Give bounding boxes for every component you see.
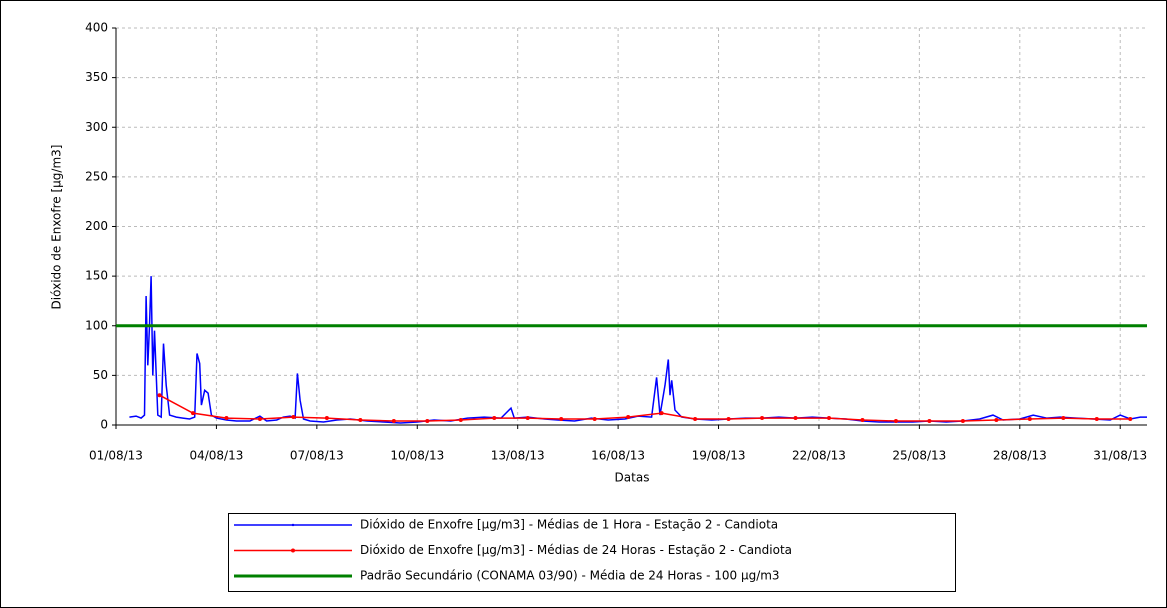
point xyxy=(257,417,262,422)
x-axis-label: Datas xyxy=(615,471,650,485)
point xyxy=(693,417,698,422)
x-tick-label: 28/08/13 xyxy=(993,449,1047,463)
x-tick-label: 22/08/13 xyxy=(792,449,846,463)
point xyxy=(592,417,597,422)
series-line xyxy=(159,394,1131,422)
x-tick-label: 04/08/13 xyxy=(189,449,243,463)
point xyxy=(1128,417,1133,422)
y-axis-label: Dióxido de Enxofre [µg/m3] xyxy=(50,145,64,310)
legend-label: Padrão Secundário (CONAMA 03/90) - Média… xyxy=(360,569,780,583)
legend-marker xyxy=(291,523,295,527)
legend-label: Dióxido de Enxofre [µg/m3] - Médias de 2… xyxy=(360,543,792,557)
x-tick-label: 10/08/13 xyxy=(390,449,444,463)
point xyxy=(157,393,162,398)
x-tick-label: 19/08/13 xyxy=(692,449,746,463)
point xyxy=(324,416,329,421)
legend-marker xyxy=(291,548,295,553)
point xyxy=(1094,417,1099,422)
legend-box xyxy=(228,513,956,592)
y-tick-label: 150 xyxy=(85,269,108,283)
y-tick-label: 350 xyxy=(85,70,108,84)
point xyxy=(760,416,765,421)
x-tick-label: 25/08/13 xyxy=(892,449,946,463)
x-tick-label: 16/08/13 xyxy=(591,449,645,463)
point xyxy=(860,418,865,423)
point xyxy=(1061,416,1066,421)
y-tick-label: 100 xyxy=(85,318,108,332)
point xyxy=(626,415,631,420)
point xyxy=(458,418,463,423)
x-tick-label: 13/08/13 xyxy=(491,449,545,463)
point xyxy=(492,416,497,421)
point xyxy=(224,416,229,421)
point xyxy=(559,417,564,422)
legend-label: Dióxido de Enxofre [µg/m3] - Médias de 1… xyxy=(360,518,778,532)
point xyxy=(994,418,999,423)
y-tick-label: 400 xyxy=(85,21,108,35)
x-tick-label: 07/08/13 xyxy=(290,449,344,463)
y-tick-label: 0 xyxy=(100,418,108,432)
y-tick-label: 50 xyxy=(93,368,108,382)
point xyxy=(291,415,296,420)
point xyxy=(893,419,898,424)
point xyxy=(358,418,363,423)
point xyxy=(826,416,831,421)
point xyxy=(391,419,396,424)
point xyxy=(659,411,664,416)
point xyxy=(425,419,430,424)
point xyxy=(525,416,530,421)
y-tick-label: 250 xyxy=(85,169,108,183)
point xyxy=(927,419,932,424)
point xyxy=(726,417,731,422)
y-tick-label: 300 xyxy=(85,120,108,134)
x-tick-label: 01/08/13 xyxy=(89,449,143,463)
point xyxy=(1027,417,1032,422)
point xyxy=(190,411,195,416)
y-tick-label: 200 xyxy=(85,219,108,233)
x-tick-label: 31/08/13 xyxy=(1093,449,1147,463)
point xyxy=(793,416,798,421)
point xyxy=(960,419,965,424)
